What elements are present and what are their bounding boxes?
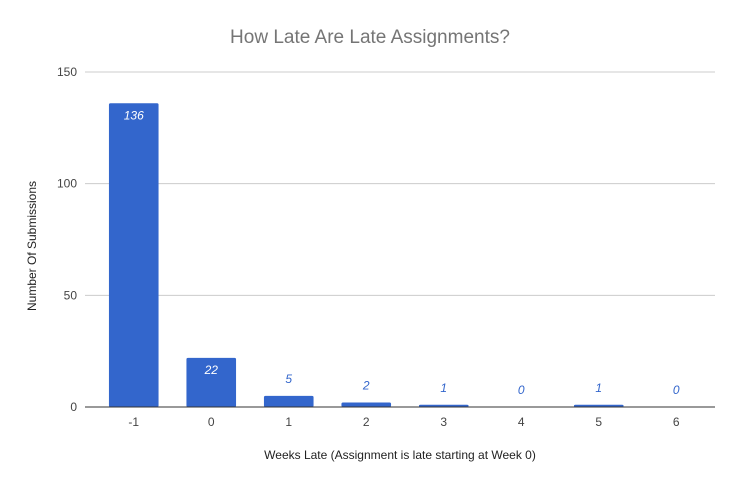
bars [108,103,624,408]
y-axis-ticks: 0 50 100 150 [57,65,77,414]
x-tick-label: 6 [673,415,680,429]
data-label: 0 [518,383,525,397]
data-label: 5 [285,372,292,386]
y-tick-label: 100 [57,177,77,191]
x-tick-label: 3 [440,415,447,429]
data-label: 2 [362,379,370,393]
x-tick-label: 0 [208,415,215,429]
y-axis-title: Number Of Submissions [25,181,39,311]
x-tick-label: 2 [363,415,370,429]
x-axis-ticks: -1 0 1 2 3 4 5 6 [128,415,679,429]
x-tick-label: 4 [518,415,525,429]
x-tick-label: -1 [128,415,139,429]
data-label: 136 [124,108,144,122]
y-tick-label: 50 [64,288,78,302]
data-label: 22 [204,363,219,377]
chart-title: How Late Are Late Assignments? [230,27,510,48]
x-tick-label: 1 [285,415,292,429]
bar [341,402,392,407]
data-label: 0 [673,383,680,397]
x-axis-title: Weeks Late (Assignment is late starting … [264,448,536,462]
data-label: 1 [595,381,602,395]
y-tick-label: 0 [70,400,77,414]
x-tick-label: 5 [595,415,602,429]
bar [263,395,314,407]
bar [418,404,469,407]
data-label: 1 [440,381,447,395]
bar [186,357,237,407]
bar [573,404,624,407]
data-labels: 136 22 5 2 1 0 1 0 [124,108,680,397]
bar [108,103,159,408]
gridlines [85,71,715,296]
y-tick-label: 150 [57,65,77,79]
